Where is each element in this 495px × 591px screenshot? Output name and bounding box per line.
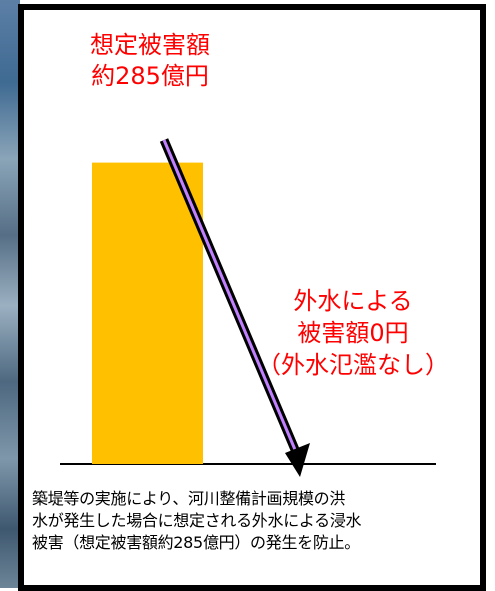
before-damage-line-2: 約285億円: [91, 62, 209, 90]
after-damage-line-3: （外水氾濫なし）: [257, 351, 449, 379]
caption-text: 築堤等の実施により、河川整備計画規模の洪 水が発生した場合に想定される外水による…: [32, 488, 474, 554]
before-damage-label: 想定被害額 約285億円: [40, 30, 260, 92]
background-photo-strip: [0, 0, 20, 588]
caption-line-3: 被害（想定被害額約285億円）の発生を防止。: [32, 533, 360, 552]
before-damage-line-1: 想定被害額: [90, 31, 210, 59]
after-damage-label: 外水による 被害額0円 （外水氾濫なし）: [255, 285, 451, 381]
caption-line-1: 築堤等の実施により、河川整備計画規模の洪: [32, 489, 346, 508]
after-damage-line-1: 外水による: [293, 287, 413, 315]
caption-line-2: 水が発生した場合に想定される外水による浸水: [32, 511, 362, 530]
after-damage-line-2: 被害額0円: [297, 319, 409, 347]
reduction-arrow: [159, 138, 310, 477]
bar-before-damage: [92, 162, 203, 464]
